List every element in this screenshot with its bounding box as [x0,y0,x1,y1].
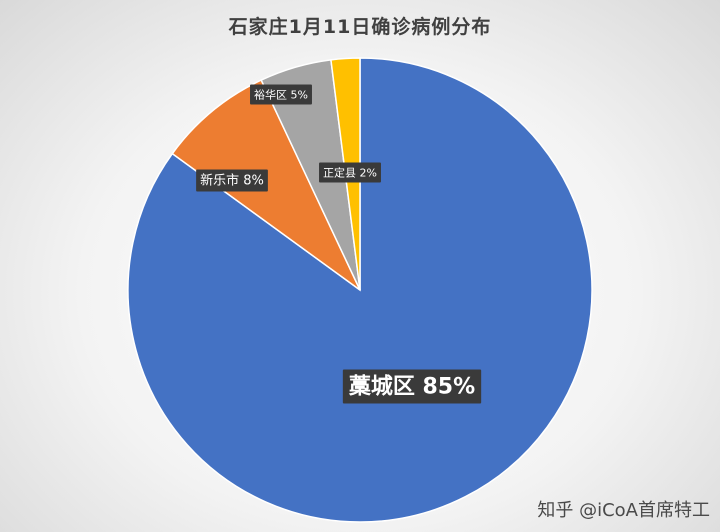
data-label-text: 新乐市 8% [200,173,264,189]
data-label-3: 正定县 2% [319,162,381,183]
data-label-box [196,169,268,192]
watermark: 知乎 @iCoA首席特工 [537,500,710,521]
chart-title: 石家庄1月11日确诊病例分布 [228,16,492,38]
data-label-box [342,369,482,404]
data-label-text: 正定县 2% [323,166,377,180]
data-label-box [319,162,381,183]
data-label-0: 藁城区 85% [342,369,482,404]
data-label-text: 藁城区 85% [349,374,475,400]
data-label-text: 裕华区 5% [254,88,308,102]
data-label-box [250,84,312,105]
data-label-2: 裕华区 5% [250,84,312,105]
data-label-1: 新乐市 8% [196,169,268,192]
